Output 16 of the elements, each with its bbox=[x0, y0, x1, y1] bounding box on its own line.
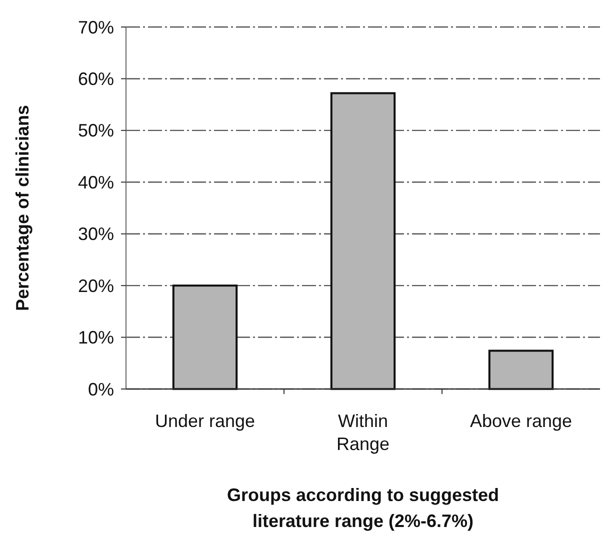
bar bbox=[172, 284, 238, 390]
y-axis-title: Percentage of clinicians bbox=[12, 104, 32, 312]
y-tick-label: 70% bbox=[78, 17, 114, 38]
x-tick-label: Under range bbox=[154, 411, 256, 431]
y-tick-label: 0% bbox=[88, 379, 114, 400]
y-tick-label: 30% bbox=[78, 224, 114, 244]
y-tick-label: 60% bbox=[78, 69, 114, 90]
y-tick-label: 50% bbox=[78, 120, 114, 141]
y-tick-label: 40% bbox=[78, 172, 114, 192]
x-tick-label: Above range bbox=[470, 411, 572, 431]
bar bbox=[488, 350, 554, 390]
y-tick-label: 20% bbox=[78, 276, 114, 296]
x-axis-title: Groups according to suggested literature range (2%-6.7%) bbox=[226, 485, 500, 531]
y-tick-label: 10% bbox=[78, 328, 114, 348]
x-tick-label: Within Range bbox=[336, 411, 390, 454]
bar bbox=[330, 92, 396, 390]
